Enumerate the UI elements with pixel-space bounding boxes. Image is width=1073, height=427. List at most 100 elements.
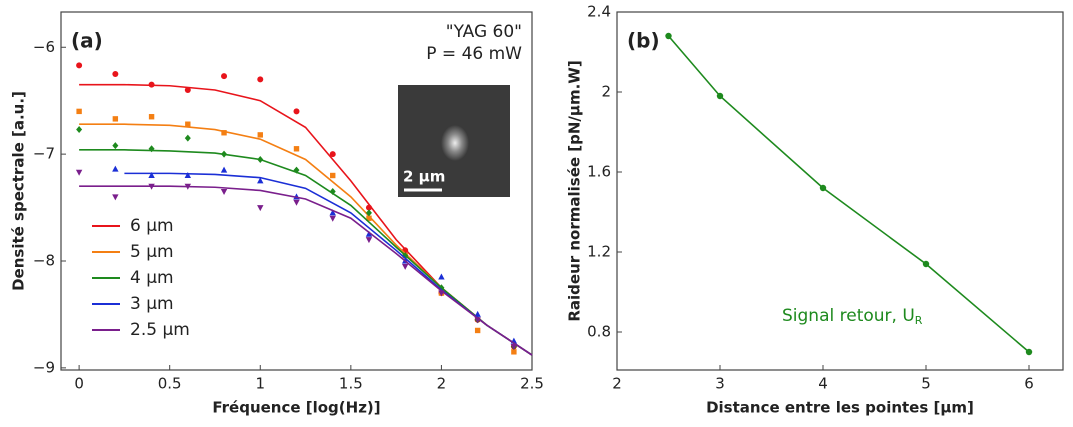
y-tick-label: 0.8 [587, 323, 611, 341]
legend-label: 6 µm [130, 216, 174, 236]
x-tick-label: 3 [715, 375, 725, 393]
point [1025, 348, 1033, 356]
point [148, 81, 155, 88]
point [257, 177, 264, 184]
point [220, 189, 228, 196]
point [329, 151, 336, 158]
y-tick-label: −9 [33, 358, 55, 376]
point [148, 172, 155, 179]
point [474, 317, 481, 324]
point [665, 32, 672, 40]
fit-line [79, 185, 533, 356]
point [293, 108, 300, 115]
point [184, 134, 191, 142]
point [112, 142, 119, 150]
annotation-subscript: R [915, 314, 923, 327]
point [220, 166, 228, 173]
point [293, 199, 300, 206]
fit-line [79, 149, 533, 356]
point [365, 237, 373, 244]
x-tick-label: 0 [74, 375, 84, 393]
inset-particle [441, 125, 469, 161]
panel-label: (a) [71, 29, 103, 53]
point [401, 263, 409, 270]
point [184, 87, 191, 94]
point [257, 205, 264, 212]
point [329, 209, 336, 216]
point [221, 73, 228, 80]
point [329, 215, 336, 222]
point [365, 230, 373, 237]
y-tick-label: −6 [33, 38, 55, 56]
legend-label: 5 µm [130, 242, 174, 262]
point [76, 126, 83, 134]
point [112, 165, 119, 172]
point [510, 343, 518, 350]
y-tick-label: −7 [33, 145, 55, 163]
x-tick-label: 5 [921, 375, 931, 393]
point [293, 146, 300, 152]
point [329, 188, 336, 196]
plot-frame [616, 11, 1064, 371]
annotation-text: Signal retour, U [782, 306, 915, 326]
y-tick-label: 1.6 [587, 163, 611, 181]
annotation: "YAG 60" [446, 22, 522, 42]
point [365, 209, 372, 217]
x-tick-label: 2 [612, 375, 622, 393]
point [438, 273, 445, 280]
point [819, 184, 827, 192]
point [112, 194, 119, 201]
y-tick-label: 2.4 [587, 3, 611, 21]
point [221, 130, 227, 136]
point [293, 166, 300, 174]
annotation: P = 46 mW [426, 44, 522, 64]
point [716, 92, 724, 100]
point [366, 215, 372, 221]
panel-label: (b) [627, 29, 660, 53]
y-tick-label: 1.2 [587, 243, 611, 261]
data-line [667, 35, 1030, 353]
x-axis-label: Distance entre les pointes [µm] [706, 399, 974, 417]
point [365, 204, 372, 211]
y-tick-label: −8 [33, 251, 55, 269]
point [75, 169, 83, 176]
point [330, 172, 336, 179]
point [184, 172, 192, 179]
scale-label: 2 µm [403, 168, 445, 186]
point [76, 62, 83, 69]
point [474, 327, 481, 334]
plot-frame [60, 11, 533, 371]
x-tick-label: 6 [1024, 375, 1034, 393]
point [148, 114, 155, 120]
point [148, 145, 155, 153]
point [76, 108, 82, 115]
point [922, 260, 930, 268]
x-axis-label: Fréquence [log(Hz)] [212, 399, 380, 417]
x-tick-label: 0.5 [158, 375, 182, 393]
legend-label: 4 µm [130, 268, 174, 288]
point [148, 183, 155, 190]
point [438, 290, 445, 297]
x-tick-label: 4 [818, 375, 828, 393]
x-tick-label: 2.5 [520, 375, 544, 393]
point [257, 132, 263, 138]
x-tick-label: 2 [437, 375, 447, 393]
x-tick-label: 1 [255, 375, 265, 393]
x-tick-label: 1.5 [339, 375, 363, 393]
y-axis-label: Raideur normalisée [pN/µm.W] [566, 60, 584, 321]
point [112, 116, 119, 122]
point [112, 70, 119, 77]
annotation: Signal retour, UR [782, 306, 923, 327]
point [185, 121, 191, 127]
point [221, 150, 228, 158]
point [184, 183, 192, 190]
point [257, 76, 264, 83]
point [474, 310, 481, 317]
legend-label: 2.5 µm [130, 320, 190, 340]
point [257, 155, 264, 163]
legend-label: 3 µm [130, 294, 174, 314]
y-axis-label: Densité spectrale [a.u.] [10, 91, 28, 291]
point [511, 349, 517, 355]
